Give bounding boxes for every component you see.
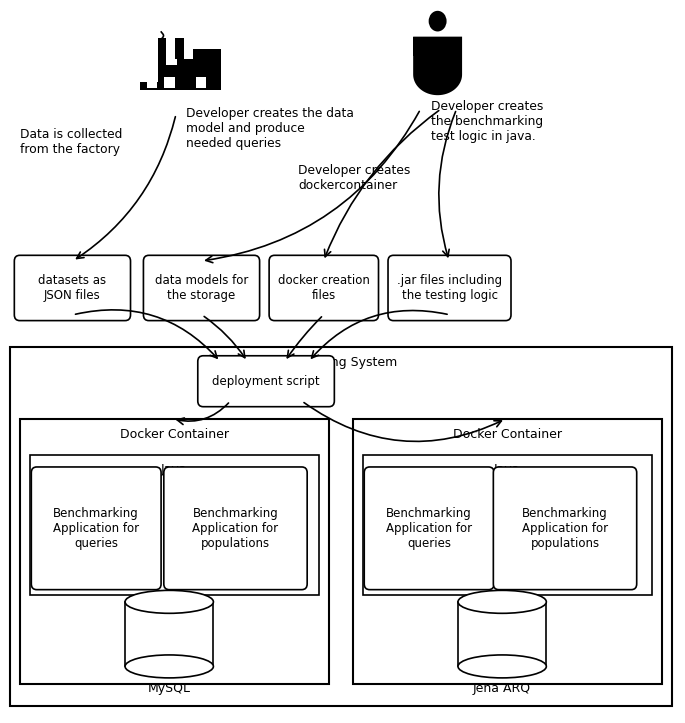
- FancyBboxPatch shape: [388, 255, 511, 320]
- FancyBboxPatch shape: [143, 255, 260, 320]
- Text: Jena ARQ: Jena ARQ: [473, 683, 532, 696]
- Text: Data is collected
from the factory: Data is collected from the factory: [20, 128, 122, 156]
- Text: Docker Container: Docker Container: [453, 427, 562, 440]
- Bar: [147, 77, 157, 88]
- FancyBboxPatch shape: [198, 356, 334, 407]
- FancyBboxPatch shape: [269, 255, 379, 320]
- Polygon shape: [177, 59, 193, 82]
- Text: MySQL: MySQL: [148, 683, 190, 696]
- Bar: [158, 38, 166, 65]
- Ellipse shape: [125, 591, 214, 613]
- Ellipse shape: [458, 655, 547, 678]
- Text: datasets as
JSON files: datasets as JSON files: [38, 274, 106, 302]
- Text: Benchmarking
Application for
populations: Benchmarking Application for populations: [522, 507, 608, 549]
- Text: Java: Java: [494, 463, 521, 476]
- Ellipse shape: [429, 11, 447, 32]
- Bar: [458, 602, 547, 667]
- Text: Developer creates
the benchmarking
test logic in java.: Developer creates the benchmarking test …: [431, 100, 543, 142]
- Polygon shape: [158, 65, 177, 82]
- FancyBboxPatch shape: [164, 467, 307, 590]
- Text: Java: Java: [161, 463, 188, 476]
- Text: Docker Container: Docker Container: [120, 427, 229, 440]
- Text: Benchmarking
Application for
queries: Benchmarking Application for queries: [386, 507, 472, 549]
- Bar: [10, 347, 672, 706]
- Text: docker creation
files: docker creation files: [278, 274, 370, 302]
- FancyBboxPatch shape: [32, 467, 161, 590]
- Text: Benchmarking
Application for
populations: Benchmarking Application for populations: [192, 507, 279, 549]
- Ellipse shape: [458, 591, 547, 613]
- FancyBboxPatch shape: [493, 467, 636, 590]
- Text: data models for
the storage: data models for the storage: [155, 274, 248, 302]
- Bar: [363, 455, 651, 595]
- Ellipse shape: [125, 655, 214, 678]
- Bar: [20, 419, 329, 685]
- FancyBboxPatch shape: [14, 255, 131, 320]
- Polygon shape: [140, 82, 221, 90]
- FancyBboxPatch shape: [364, 467, 494, 590]
- Text: Operating System: Operating System: [284, 356, 397, 369]
- Bar: [175, 38, 184, 59]
- Text: Developer creates
dockercontainer: Developer creates dockercontainer: [299, 164, 411, 192]
- Text: Developer creates the data
model and produce
needed queries: Developer creates the data model and pro…: [186, 107, 354, 150]
- Bar: [30, 455, 319, 595]
- Bar: [196, 77, 206, 88]
- Text: Benchmarking
Application for
queries: Benchmarking Application for queries: [53, 507, 139, 549]
- Bar: [164, 77, 175, 88]
- Bar: [125, 602, 214, 667]
- Polygon shape: [413, 37, 462, 95]
- Text: .jar files including
the testing logic: .jar files including the testing logic: [397, 274, 502, 302]
- Polygon shape: [413, 37, 462, 56]
- Text: deployment script: deployment script: [212, 375, 320, 388]
- Bar: [353, 419, 662, 685]
- Polygon shape: [193, 48, 221, 82]
